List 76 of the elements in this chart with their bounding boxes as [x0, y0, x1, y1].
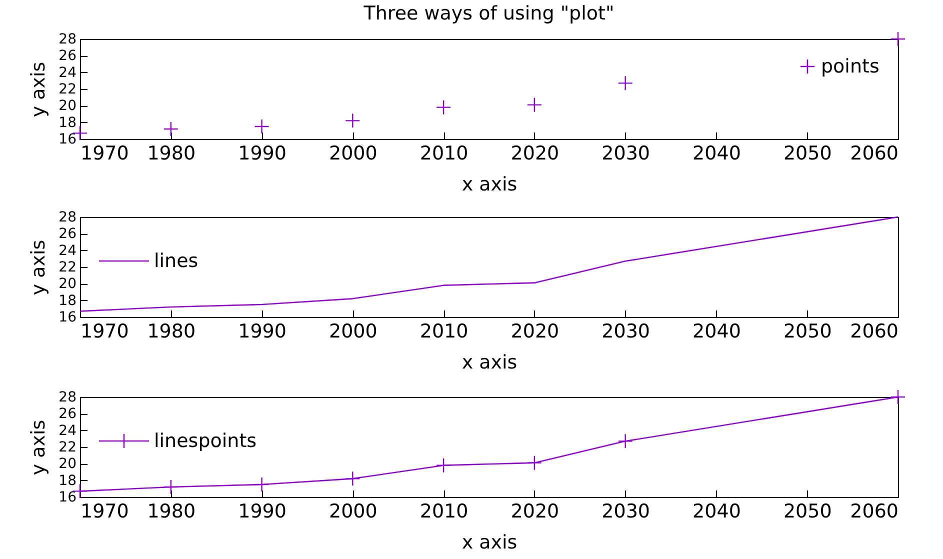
point [254, 476, 270, 492]
point [618, 76, 633, 91]
x-tick-label: 1990 [238, 500, 286, 522]
point [436, 100, 452, 115]
x-tick-label: 2000 [328, 500, 378, 522]
y-tick-label: 20 [58, 98, 76, 114]
point [345, 471, 360, 486]
x-tick-label: 2030 [602, 500, 650, 522]
y-axis-title: y axis [28, 240, 50, 296]
y-tick-label: 24 [58, 64, 77, 81]
y-tick-label: 18 [58, 114, 76, 131]
x-tick-label: 1980 [147, 320, 196, 342]
x-tick-label: 2030 [602, 320, 650, 342]
y-tick-label: 22 [58, 440, 76, 456]
y-tick-label: 24 [58, 242, 77, 259]
x-axis-title: x axis [462, 352, 518, 374]
x-tick-label: 2010 [420, 500, 468, 522]
y-tick-label: 20 [58, 276, 76, 292]
x-tick-label: 2020 [510, 320, 560, 342]
y-tick-label: 18 [58, 292, 76, 309]
legend-label: linespoints [154, 430, 257, 452]
point [163, 121, 178, 137]
x-tick-label: 1970 [80, 320, 129, 342]
line-series [79, 216, 899, 312]
x-axis-title: x axis [462, 532, 518, 554]
legend-label: lines [154, 250, 198, 272]
y-tick-label: 18 [58, 472, 76, 489]
y-tick-label: 22 [58, 260, 76, 276]
x-tick-label: 2050 [783, 142, 832, 164]
x-tick-label: 1990 [238, 142, 286, 164]
x-tick-label: 2060 [850, 500, 898, 522]
y-tick-label: 26 [58, 48, 77, 64]
x-tick-label: 2000 [328, 320, 378, 342]
point [254, 118, 270, 134]
legend-label: points [821, 56, 880, 78]
x-tick-label: 2040 [692, 500, 741, 522]
x-tick-label: 2050 [783, 500, 832, 522]
point [345, 113, 360, 128]
x-tick-label: 2050 [783, 320, 832, 342]
y-tick-label: 20 [58, 456, 76, 472]
x-tick-label: 2020 [510, 500, 560, 522]
y-tick-label: 28 [58, 32, 76, 48]
chart-title: Three ways of using "plot" [362, 2, 614, 25]
point [526, 455, 542, 470]
x-axis-title: x axis [462, 174, 518, 196]
y-tick-label: 26 [58, 406, 77, 422]
y-axis-title: y axis [28, 420, 50, 476]
y-tick-label: 16 [58, 490, 77, 506]
x-tick-label: 2040 [692, 142, 741, 164]
x-tick-label: 2060 [850, 320, 898, 342]
y-axis-title: y axis [28, 62, 50, 118]
x-tick-label: 2010 [420, 142, 468, 164]
point [890, 389, 906, 405]
y-tick-label: 16 [58, 132, 77, 148]
y-tick-label: 26 [58, 226, 77, 242]
x-tick-label: 1980 [147, 500, 196, 522]
y-tick-label: 22 [58, 82, 76, 98]
x-tick-label: 2010 [420, 320, 468, 342]
x-tick-label: 2000 [328, 142, 378, 164]
x-tick-label: 2020 [510, 142, 560, 164]
point [890, 31, 906, 47]
point [526, 97, 542, 112]
x-tick-label: 1980 [147, 142, 196, 164]
point [163, 479, 178, 495]
x-tick-label: 1970 [80, 500, 129, 522]
y-tick-label: 24 [58, 422, 77, 439]
y-tick-label: 16 [58, 310, 77, 326]
x-tick-label: 2060 [850, 142, 898, 164]
point [618, 434, 633, 449]
y-tick-label: 28 [58, 210, 76, 226]
point [436, 458, 452, 473]
y-tick-label: 28 [58, 390, 76, 406]
x-tick-label: 1990 [238, 320, 286, 342]
x-tick-label: 2030 [602, 142, 650, 164]
x-tick-label: 1970 [80, 142, 129, 164]
x-tick-label: 2040 [692, 320, 741, 342]
